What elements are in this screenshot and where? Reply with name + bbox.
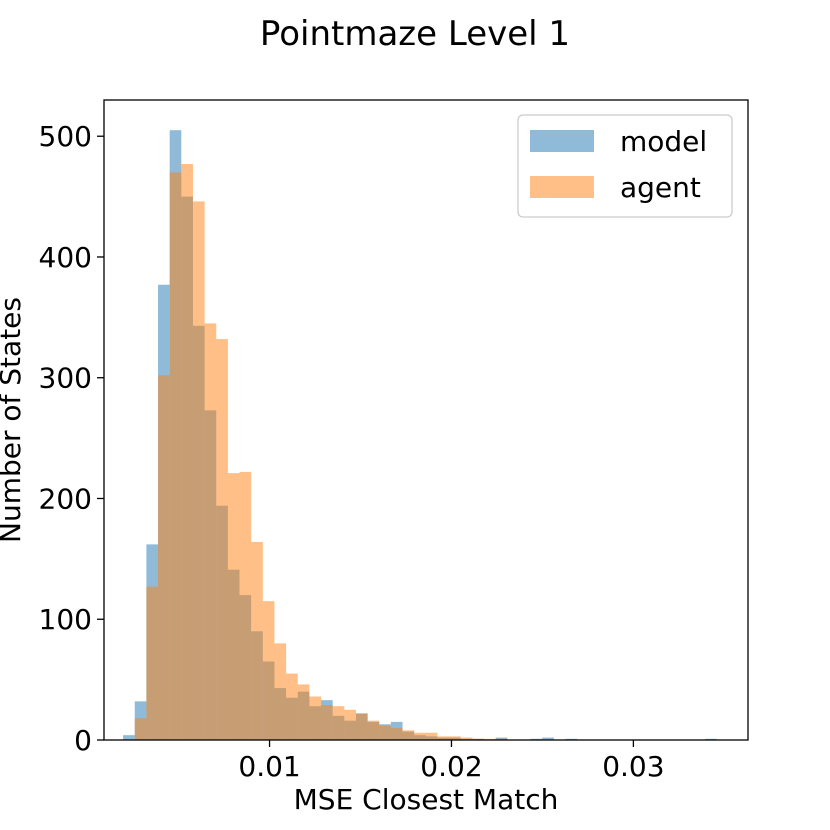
agent-bar (204, 323, 217, 740)
y-axis-label: Number of States (0, 297, 27, 543)
x-tick-label: 0.02 (420, 750, 482, 783)
legend-agent-label: agent (620, 171, 701, 204)
legend-model-swatch (530, 130, 594, 152)
y-tick-label: 200 (39, 482, 92, 515)
agent-bar (425, 732, 438, 740)
x-axis-label: MSE Closest Match (294, 783, 559, 816)
agent-bar (158, 375, 170, 740)
y-axis: 0 100 200 300 400 500 (39, 120, 104, 757)
x-tick-label: 0.03 (602, 750, 664, 783)
agent-bar (227, 473, 240, 740)
legend-agent-swatch (530, 176, 594, 198)
y-tick-label: 400 (39, 241, 92, 274)
agent-bar (274, 643, 287, 740)
agent-bar (460, 737, 473, 740)
agent-bar (146, 586, 159, 740)
agent-bar (332, 706, 345, 740)
agent-bar (251, 541, 263, 740)
model-bar (123, 735, 135, 740)
agent-bar (344, 709, 356, 740)
x-axis: 0.01 0.02 0.03 (238, 740, 665, 783)
agent-bar (309, 696, 322, 740)
y-tick-label: 100 (39, 603, 92, 636)
agent-bar (262, 601, 275, 740)
agent-bar (192, 201, 205, 740)
agent-bar (216, 339, 228, 740)
agent-bar (286, 673, 298, 740)
model-bar (542, 737, 554, 740)
agent-bar (414, 732, 426, 740)
plot-area-frame (103, 99, 749, 741)
agent-bar (379, 725, 391, 740)
y-tick-label: 0 (74, 724, 92, 757)
chart-title: Pointmaze Level 1 (260, 14, 570, 54)
agent-bar (321, 704, 333, 740)
agent-bar (402, 730, 415, 740)
agent-bar (239, 471, 252, 740)
legend: model agent (517, 114, 733, 218)
y-tick-label: 500 (39, 120, 92, 153)
agent-bar (437, 736, 450, 740)
agent-bar (449, 736, 461, 740)
agent-bar (297, 684, 310, 740)
agent-bar (169, 172, 182, 741)
legend-model-label: model (620, 125, 707, 158)
agent-bar (355, 713, 368, 740)
agent-bar (390, 727, 403, 740)
agent-bar (134, 718, 147, 740)
agent-series-bars (134, 164, 508, 741)
y-tick-label: 300 (39, 362, 92, 395)
x-tick-label: 0.01 (238, 750, 300, 783)
agent-bar (181, 164, 193, 740)
agent-bar (367, 720, 380, 740)
